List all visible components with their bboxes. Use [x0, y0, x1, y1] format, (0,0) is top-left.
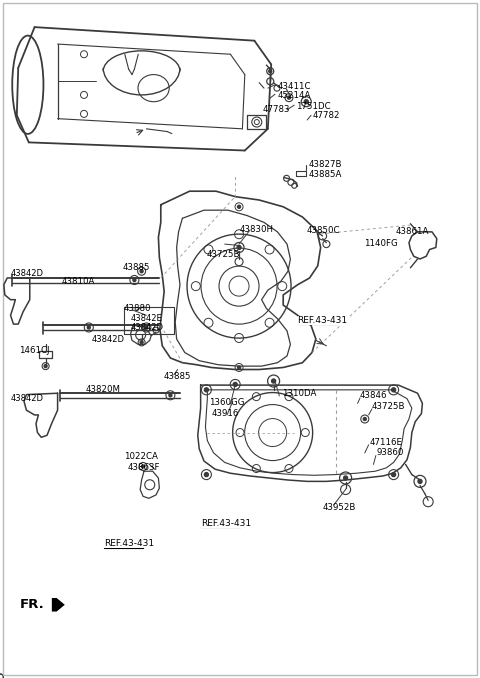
Text: 1022CA: 1022CA: [124, 452, 158, 462]
Circle shape: [133, 279, 136, 281]
Circle shape: [238, 366, 240, 369]
Circle shape: [288, 96, 290, 99]
Text: 1360GG: 1360GG: [209, 398, 244, 407]
Text: FR.: FR.: [20, 598, 45, 612]
Circle shape: [418, 479, 422, 483]
Text: 43885A: 43885A: [309, 170, 342, 179]
Text: 1751DC: 1751DC: [296, 102, 331, 111]
Text: 43830H: 43830H: [240, 224, 274, 234]
Text: 43820M: 43820M: [85, 384, 120, 394]
Circle shape: [87, 326, 90, 329]
Circle shape: [238, 205, 240, 208]
Text: 43827B: 43827B: [309, 159, 342, 169]
Text: 43842D: 43842D: [131, 323, 164, 332]
Polygon shape: [52, 598, 65, 612]
Text: 47116E: 47116E: [370, 437, 403, 447]
Circle shape: [145, 326, 148, 329]
Circle shape: [204, 388, 208, 392]
Circle shape: [233, 382, 237, 386]
Circle shape: [237, 245, 241, 250]
Text: 93860: 93860: [377, 448, 404, 458]
Circle shape: [363, 418, 366, 420]
Text: 43885: 43885: [122, 263, 150, 273]
Text: 43810A: 43810A: [61, 277, 95, 286]
Text: 43842D: 43842D: [91, 334, 124, 344]
Text: 45214A: 45214A: [277, 91, 311, 100]
Text: REF.43-431: REF.43-431: [298, 315, 348, 325]
Text: 1140FG: 1140FG: [364, 239, 397, 248]
Text: 1461CJ: 1461CJ: [19, 346, 50, 355]
Circle shape: [44, 365, 47, 367]
Text: 43842D: 43842D: [11, 269, 44, 279]
Text: 43861A: 43861A: [396, 227, 430, 237]
Circle shape: [304, 100, 308, 104]
Circle shape: [392, 388, 396, 392]
Text: 43842E: 43842E: [131, 314, 162, 323]
Text: 43850C: 43850C: [306, 226, 340, 235]
Circle shape: [140, 341, 143, 344]
Text: 43842D: 43842D: [11, 394, 44, 403]
Text: 43863F: 43863F: [127, 462, 160, 472]
Text: 43411C: 43411C: [277, 81, 311, 91]
Text: 43725B: 43725B: [372, 402, 406, 412]
Text: 1310DA: 1310DA: [282, 388, 316, 398]
Text: REF.43-431: REF.43-431: [104, 539, 154, 549]
Text: 43725B: 43725B: [206, 250, 240, 260]
Text: 43916: 43916: [211, 409, 239, 418]
Text: 43846: 43846: [360, 391, 387, 401]
Text: 43952B: 43952B: [323, 502, 356, 512]
Circle shape: [140, 270, 143, 273]
Circle shape: [204, 473, 208, 477]
Circle shape: [272, 379, 276, 383]
Text: REF.43-431: REF.43-431: [201, 519, 251, 528]
Circle shape: [142, 465, 144, 468]
Text: 43880: 43880: [124, 304, 151, 313]
Circle shape: [392, 473, 396, 477]
Text: 43885: 43885: [163, 372, 191, 382]
Circle shape: [344, 476, 348, 480]
Circle shape: [269, 70, 272, 73]
Text: 47782: 47782: [313, 111, 340, 121]
Text: 47783: 47783: [263, 105, 290, 115]
Circle shape: [169, 394, 172, 397]
